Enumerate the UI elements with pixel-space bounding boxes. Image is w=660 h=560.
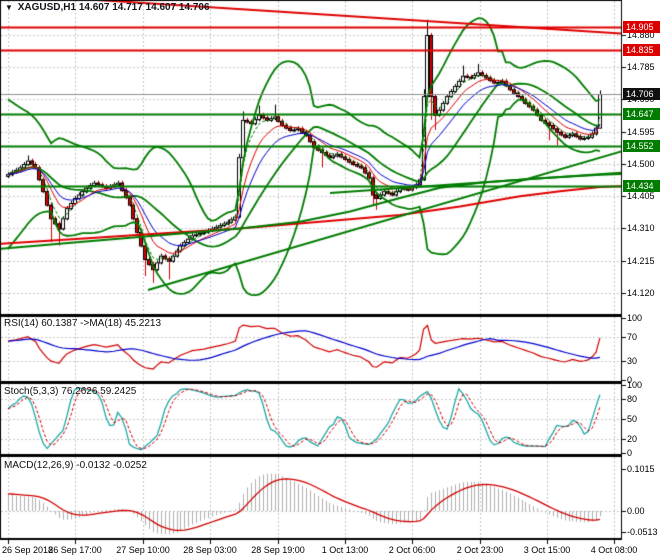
chart-canvas[interactable] (0, 0, 660, 560)
mt4-chart-window: ▼ XAGUSD,H1 14.607 14.717 14.607 14.706 … (0, 0, 660, 560)
